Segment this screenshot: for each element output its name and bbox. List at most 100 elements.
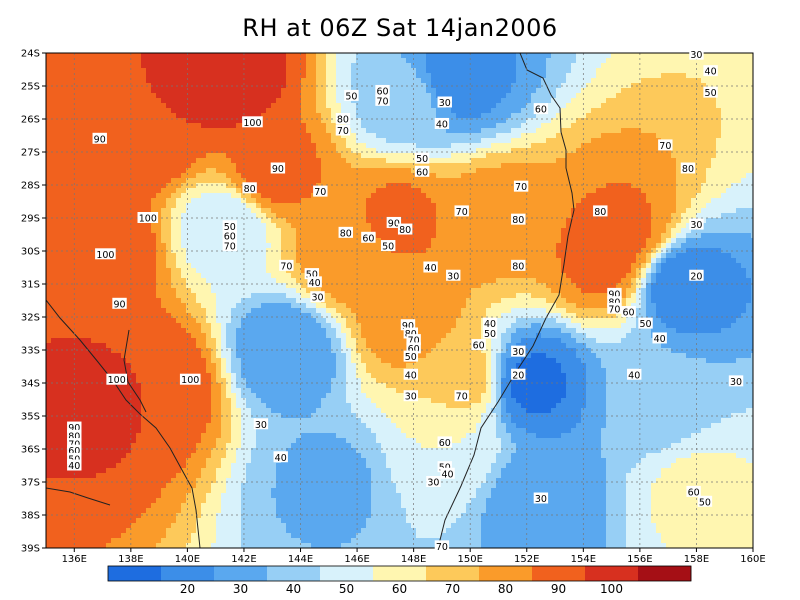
field-cell <box>476 53 482 59</box>
field-cell <box>681 138 687 144</box>
field-cell <box>651 78 657 84</box>
field-cell <box>456 73 462 79</box>
field-cell <box>211 93 217 99</box>
field-cell <box>331 103 337 109</box>
field-cell <box>276 213 282 219</box>
field-cell <box>346 188 352 194</box>
field-cell <box>651 218 657 224</box>
field-cell <box>76 208 82 214</box>
field-cell <box>671 223 677 229</box>
field-cell <box>271 203 277 209</box>
field-cell <box>101 128 107 134</box>
field-cell <box>726 158 732 164</box>
field-cell <box>326 83 332 89</box>
field-cell <box>126 153 132 159</box>
field-cell <box>746 128 752 134</box>
field-cell <box>306 128 312 134</box>
field-cell <box>656 173 662 179</box>
field-cell <box>71 73 77 79</box>
field-cell <box>721 148 727 154</box>
field-cell <box>91 208 97 214</box>
field-cell <box>696 208 702 214</box>
field-cell <box>641 173 647 179</box>
field-cell <box>286 113 292 119</box>
field-cell <box>51 143 57 149</box>
field-cell <box>266 178 272 184</box>
field-cell <box>566 73 572 79</box>
field-cell <box>371 168 377 174</box>
field-cell <box>191 118 197 124</box>
field-cell <box>611 53 617 59</box>
field-cell <box>191 113 197 119</box>
field-cell <box>376 143 382 149</box>
field-cell <box>551 98 557 104</box>
field-cell <box>241 73 247 79</box>
field-cell <box>696 83 702 89</box>
field-cell <box>141 183 147 189</box>
field-cell <box>291 128 297 134</box>
field-cell <box>286 73 292 79</box>
field-cell <box>576 118 582 124</box>
field-cell <box>326 203 332 209</box>
field-cell <box>151 163 157 169</box>
field-cell <box>561 133 567 139</box>
field-cell <box>501 208 507 214</box>
field-cell <box>256 188 262 194</box>
field-cell <box>346 143 352 149</box>
field-cell <box>366 223 372 229</box>
field-cell <box>221 193 227 199</box>
field-cell <box>186 83 192 89</box>
field-cell <box>436 223 442 229</box>
field-cell <box>336 88 342 94</box>
field-cell <box>191 158 197 164</box>
field-cell <box>641 118 647 124</box>
field-cell <box>426 58 432 64</box>
field-cell <box>436 138 442 144</box>
field-cell <box>421 88 427 94</box>
field-cell <box>301 53 307 59</box>
field-cell <box>521 133 527 139</box>
field-cell <box>551 148 557 154</box>
field-cell <box>311 108 317 114</box>
field-cell <box>486 123 492 129</box>
field-cell <box>441 208 447 214</box>
field-cell <box>201 128 207 134</box>
field-cell <box>691 153 697 159</box>
field-cell <box>581 83 587 89</box>
field-cell <box>131 203 137 209</box>
field-cell <box>546 208 552 214</box>
field-cell <box>66 168 72 174</box>
field-cell <box>46 193 52 199</box>
field-cell <box>131 118 137 124</box>
field-cell <box>356 78 362 84</box>
field-cell <box>686 123 692 129</box>
field-cell <box>551 183 557 189</box>
field-cell <box>386 73 392 79</box>
field-cell <box>726 103 732 109</box>
field-cell <box>166 173 172 179</box>
field-cell <box>651 113 657 119</box>
field-cell <box>381 108 387 114</box>
field-cell <box>236 213 242 219</box>
field-cell <box>51 198 57 204</box>
field-cell <box>136 203 142 209</box>
field-cell <box>351 203 357 209</box>
field-cell <box>191 98 197 104</box>
field-cell <box>566 93 572 99</box>
field-cell <box>96 108 102 114</box>
field-cell <box>531 93 537 99</box>
field-cell <box>546 223 552 229</box>
field-cell <box>171 58 177 64</box>
field-cell <box>536 93 542 99</box>
field-cell <box>626 158 632 164</box>
field-cell <box>576 213 582 219</box>
field-cell <box>141 193 147 199</box>
field-cell <box>296 73 302 79</box>
field-cell <box>501 113 507 119</box>
field-cell <box>636 183 642 189</box>
field-cell <box>586 68 592 74</box>
field-cell <box>226 168 232 174</box>
field-cell <box>611 223 617 229</box>
field-cell <box>86 158 92 164</box>
field-cell <box>121 118 127 124</box>
